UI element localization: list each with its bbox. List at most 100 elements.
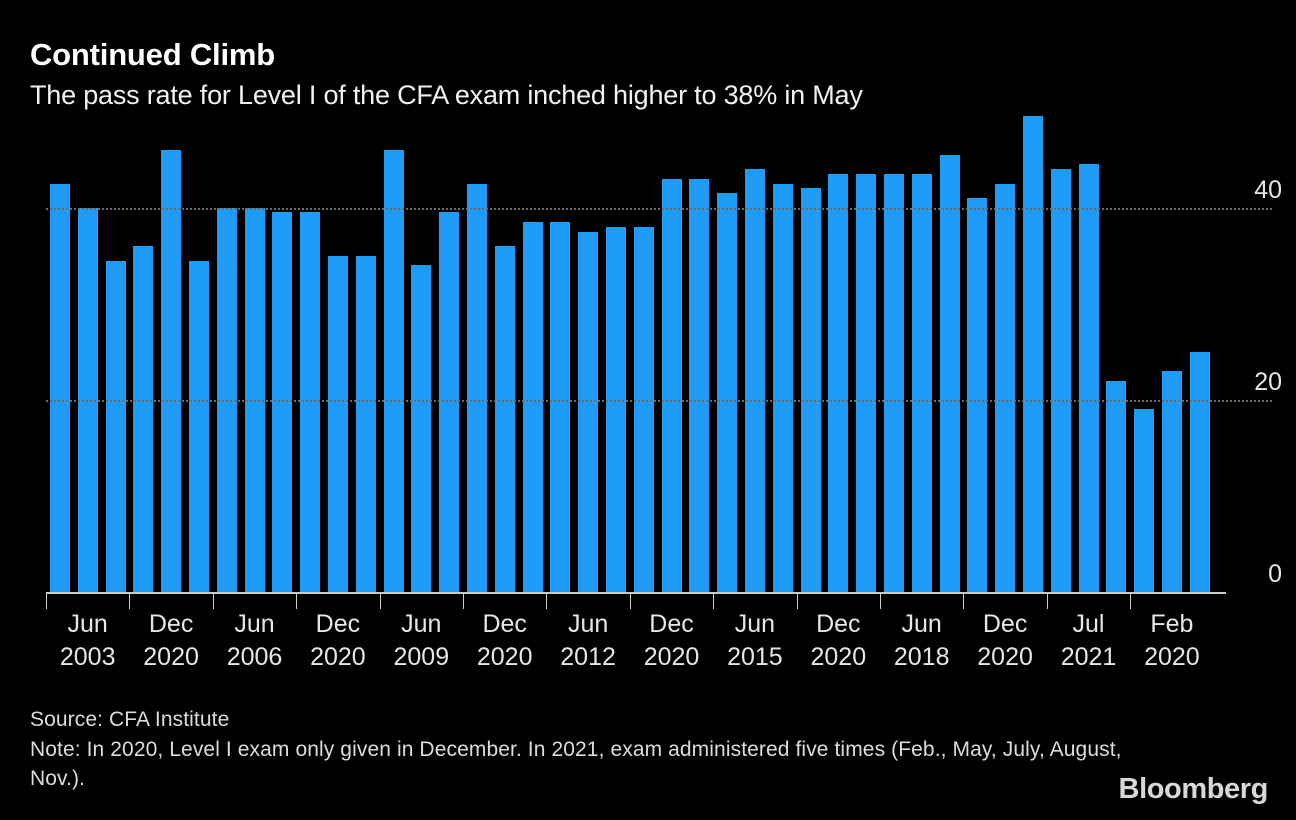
bar: [1078, 164, 1099, 592]
x-axis-label-group: Jun 2003 Dec 2020 Jun 2006 Dec 2020 Jun 2009 Dec 20…: [0, 608, 1296, 688]
bar: [884, 174, 904, 592]
bar: [828, 174, 849, 592]
x-axis-month: Jul: [1072, 610, 1105, 638]
bar: [50, 183, 70, 592]
x-axis-tick: [796, 594, 798, 609]
x-axis-tick: [463, 594, 464, 609]
bar: [161, 150, 182, 592]
x-axis-month: Jun: [401, 610, 442, 638]
bar: [494, 246, 515, 592]
x-axis-year: 2015: [727, 643, 783, 671]
bar: [1023, 116, 1043, 592]
bar: [522, 222, 543, 592]
x-axis-month: Dec: [816, 610, 861, 638]
x-axis-tick: [379, 594, 381, 609]
bar: [1162, 371, 1182, 592]
x-axis-tick-label: Jun 2006: [200, 608, 310, 674]
x-axis-year: 2012: [560, 643, 616, 671]
x-axis-tick-label: Feb 2020: [1117, 608, 1227, 674]
x-axis-tick: [963, 594, 965, 609]
bar: [939, 154, 960, 592]
y-axis-tick-label: 0: [1268, 560, 1282, 588]
bar: [300, 212, 321, 592]
x-axis-year: 2020: [143, 643, 199, 671]
bar: [772, 183, 793, 592]
bar: [995, 183, 1016, 592]
x-axis-tick: [1046, 594, 1048, 609]
x-axis-year: 2020: [810, 643, 867, 671]
x-axis-tick: [296, 594, 298, 609]
bar: [967, 198, 988, 592]
source-text: Source: CFA Institute: [30, 708, 230, 731]
x-axis-tick-label: Jun 2009: [366, 608, 476, 674]
x-axis-tick-label: Dec 2020: [450, 608, 560, 674]
x-axis-year: 2020: [643, 643, 700, 671]
bar: [328, 255, 348, 592]
x-axis-month: Jun: [67, 610, 108, 638]
gridline: [46, 399, 1272, 402]
bar: [1189, 351, 1210, 592]
x-axis-tick: [212, 594, 214, 609]
x-axis-month: Dec: [482, 610, 527, 638]
bar: [1134, 409, 1155, 592]
x-axis-line: [46, 592, 1226, 594]
page-title: Continued Climb: [30, 37, 275, 72]
bar: [856, 174, 877, 592]
chart-subtitle: The pass rate for Level I of the CFA exa…: [30, 79, 863, 110]
y-axis-tick-label: 20: [1254, 367, 1282, 396]
gridline: [46, 207, 1272, 210]
x-axis-year: 2020: [310, 643, 366, 671]
chart-plot-area: 0 20 40: [0, 116, 1296, 609]
x-axis-year: 2020: [1144, 643, 1200, 671]
x-axis-month: Dec: [982, 610, 1028, 638]
x-axis-month: Jun: [734, 610, 776, 638]
x-axis-tick-label: Jun 2003: [33, 608, 143, 674]
x-axis-tick-label: Jun 2018: [867, 608, 977, 674]
x-axis-tick: [713, 594, 715, 609]
bloomberg-logo: Bloomberg: [1118, 773, 1269, 805]
x-axis-tick-label: Dec 2020: [617, 608, 727, 674]
bar: [411, 265, 432, 592]
bar: [189, 260, 209, 592]
x-axis-month: Jun: [234, 610, 275, 638]
chart-footer: Source: CFA Institute Note: In 2020, Lev…: [30, 706, 1130, 794]
x-axis-month: Dec: [649, 610, 694, 638]
x-axis-tick: [546, 594, 548, 609]
chart-canvas: 0 20 40: [0, 116, 1296, 609]
bar: [467, 183, 487, 592]
x-axis-tick-label: Jun 2015: [700, 608, 810, 674]
x-axis-year: 2021: [1060, 643, 1117, 671]
x-axis-tick: [1130, 594, 1132, 609]
bar: [1106, 380, 1127, 592]
bar: [355, 255, 376, 592]
x-axis-year: 2006: [226, 643, 283, 671]
bar: [800, 188, 821, 592]
bar: [1050, 169, 1071, 592]
x-axis-tick-label: Dec 2020: [950, 608, 1060, 674]
bar: [578, 231, 599, 592]
bar: [383, 150, 404, 592]
x-axis-month: Feb: [1150, 610, 1194, 638]
chart-header: Continued Climb The pass rate for Level …: [30, 37, 1270, 112]
bar: [439, 212, 460, 592]
x-axis-year: 2009: [393, 643, 450, 671]
x-axis-tick-label: Dec 2020: [283, 608, 393, 674]
bar: [105, 260, 126, 592]
bar: [633, 226, 654, 592]
x-axis-tick: [629, 594, 631, 609]
bar: [272, 212, 293, 592]
x-axis-year: 2020: [977, 643, 1033, 671]
x-axis-tick-label: Dec 2020: [783, 608, 893, 674]
x-axis-month: Jun: [901, 610, 942, 638]
x-axis-tick-label: Dec 2020: [116, 608, 226, 674]
note-text: Note: In 2020, Level I exam only given i…: [30, 737, 1122, 790]
bar: [661, 178, 682, 592]
x-axis-year: 2020: [476, 643, 533, 671]
bar: [550, 222, 571, 592]
x-axis-year: 2003: [59, 643, 116, 671]
x-axis-month: Dec: [315, 610, 361, 638]
bar: [911, 174, 932, 592]
x-axis-tick-label: Jul 2021: [1034, 608, 1144, 674]
bar: [133, 246, 154, 592]
bar: [745, 169, 765, 592]
